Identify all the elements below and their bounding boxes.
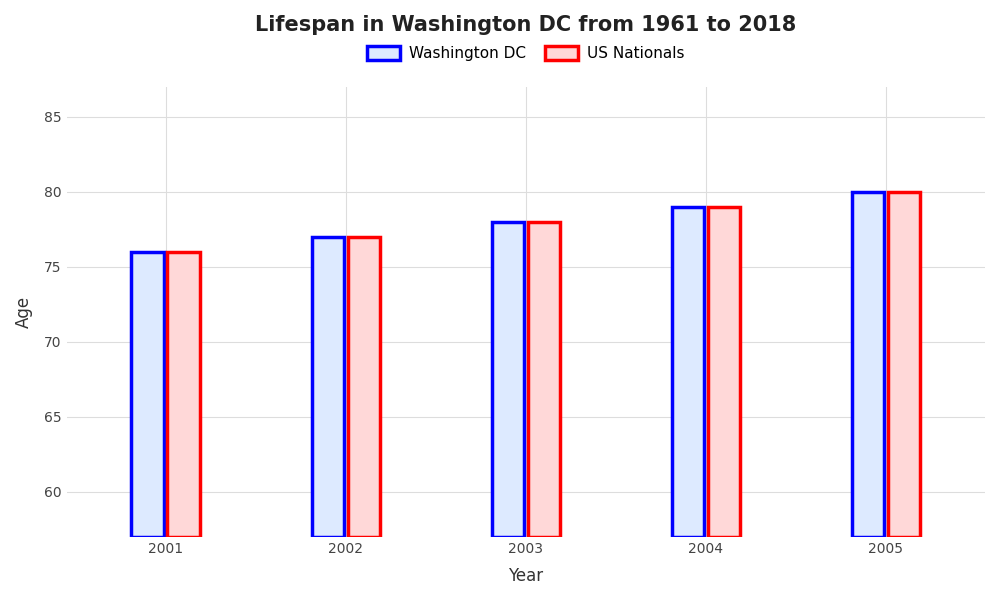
Bar (348, 237, 380, 537)
Bar (888, 191, 920, 537)
Legend: Washington DC, US Nationals: Washington DC, US Nationals (360, 40, 691, 67)
Bar (131, 252, 164, 537)
Bar (167, 252, 200, 537)
Bar (852, 191, 884, 537)
Y-axis label: Age: Age (15, 296, 33, 328)
Bar (672, 206, 704, 537)
Bar (528, 221, 560, 537)
X-axis label: Year: Year (508, 567, 543, 585)
Title: Lifespan in Washington DC from 1961 to 2018: Lifespan in Washington DC from 1961 to 2… (255, 15, 796, 35)
Bar (492, 221, 524, 537)
Bar (312, 237, 344, 537)
Bar (708, 206, 740, 537)
